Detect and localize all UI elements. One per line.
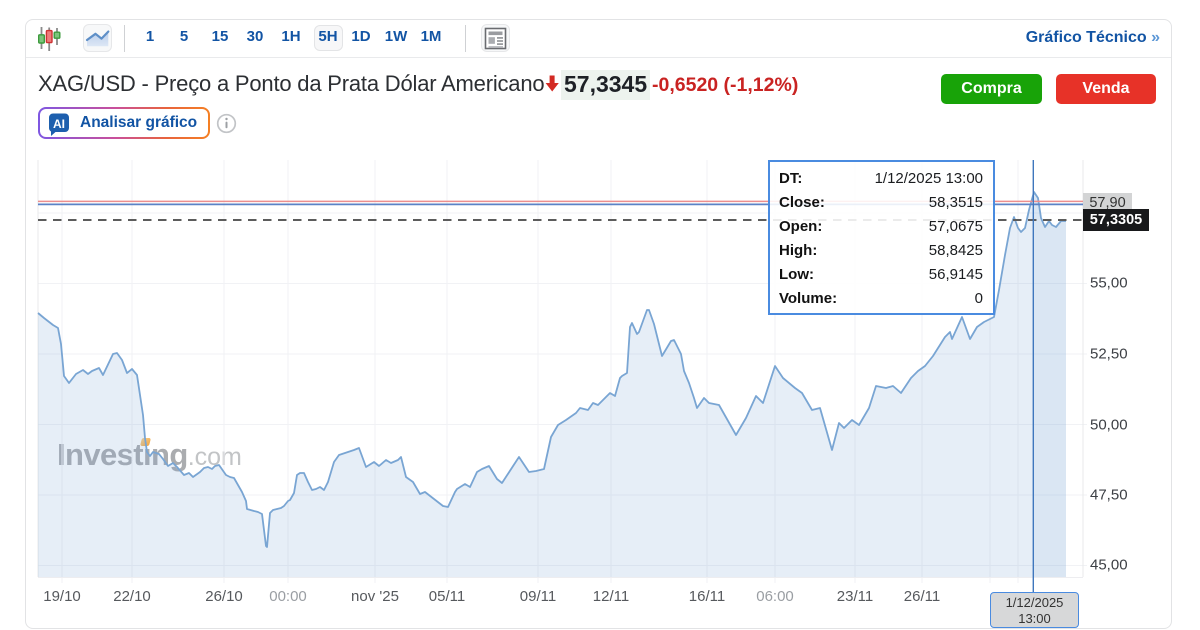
svg-text:AI: AI <box>53 117 65 131</box>
